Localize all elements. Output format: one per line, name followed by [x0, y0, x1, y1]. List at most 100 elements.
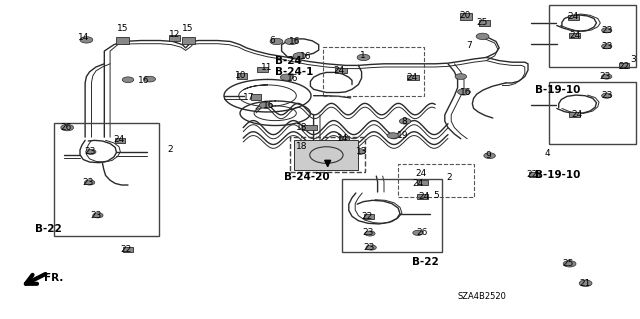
Text: 16: 16 — [287, 74, 298, 83]
Text: 22: 22 — [618, 62, 630, 70]
Text: 18: 18 — [296, 123, 308, 132]
Text: 25: 25 — [476, 19, 488, 27]
Bar — [169, 35, 180, 41]
Bar — [294, 140, 358, 170]
Text: 7: 7 — [467, 41, 472, 50]
Text: SZA4B2520: SZA4B2520 — [458, 292, 506, 300]
Bar — [257, 67, 268, 72]
Text: 24: 24 — [415, 169, 427, 178]
Bar — [323, 47, 424, 96]
Bar — [479, 20, 490, 26]
Text: B-24-20: B-24-20 — [284, 172, 330, 182]
Text: 24: 24 — [569, 31, 580, 40]
Circle shape — [280, 74, 293, 80]
Bar — [54, 123, 159, 236]
Bar — [364, 214, 374, 219]
Bar — [569, 33, 580, 38]
Text: 5: 5 — [434, 191, 439, 200]
Text: 24: 24 — [113, 135, 125, 144]
Text: 13: 13 — [356, 147, 367, 156]
Text: B-24: B-24 — [275, 56, 302, 66]
Circle shape — [285, 38, 298, 45]
Bar — [398, 164, 474, 197]
Bar — [302, 144, 317, 150]
Circle shape — [602, 93, 612, 98]
Circle shape — [354, 149, 365, 154]
Bar — [290, 137, 365, 172]
Text: 23: 23 — [599, 72, 611, 81]
Text: 22: 22 — [362, 212, 373, 221]
Text: 9: 9 — [486, 151, 491, 160]
Circle shape — [357, 54, 370, 61]
Circle shape — [458, 89, 470, 95]
Bar — [417, 194, 428, 199]
Bar — [342, 179, 442, 252]
Circle shape — [413, 230, 423, 235]
Bar — [123, 247, 133, 252]
Text: 24: 24 — [571, 110, 582, 119]
Bar — [569, 112, 580, 117]
Circle shape — [144, 76, 156, 82]
Circle shape — [259, 102, 272, 108]
Bar — [116, 37, 129, 44]
Circle shape — [579, 280, 592, 286]
Circle shape — [476, 33, 489, 40]
Circle shape — [602, 74, 612, 79]
Text: FR.: FR. — [44, 272, 63, 283]
Text: 23: 23 — [364, 243, 375, 252]
Text: 19: 19 — [397, 131, 408, 140]
Text: 3: 3 — [630, 55, 636, 63]
Text: 22: 22 — [526, 170, 538, 179]
Bar — [251, 94, 261, 100]
Bar — [182, 37, 195, 44]
Circle shape — [365, 231, 375, 236]
Text: 26: 26 — [60, 123, 72, 132]
Circle shape — [399, 118, 411, 124]
Text: 14: 14 — [337, 134, 349, 143]
Bar — [549, 5, 636, 67]
Circle shape — [84, 180, 95, 185]
Bar — [407, 75, 419, 80]
Circle shape — [387, 133, 399, 138]
Circle shape — [122, 77, 134, 83]
Text: 20: 20 — [459, 11, 470, 20]
Text: 2: 2 — [446, 173, 452, 182]
Bar — [549, 82, 636, 144]
Text: 12: 12 — [169, 30, 180, 39]
Text: 16: 16 — [138, 76, 149, 85]
Text: 17: 17 — [243, 93, 255, 102]
Text: 22: 22 — [120, 245, 132, 254]
Text: 2: 2 — [168, 145, 173, 154]
Circle shape — [602, 44, 612, 49]
Text: 23: 23 — [362, 228, 374, 237]
Text: 15: 15 — [117, 24, 129, 33]
Text: B-24-1: B-24-1 — [275, 67, 314, 77]
Circle shape — [455, 74, 467, 79]
Circle shape — [86, 149, 96, 154]
Text: 11: 11 — [261, 63, 273, 72]
Text: 10: 10 — [235, 71, 246, 80]
Circle shape — [93, 213, 103, 218]
Text: 16: 16 — [289, 37, 301, 46]
Bar — [237, 73, 247, 79]
Text: 26: 26 — [416, 228, 428, 237]
Circle shape — [602, 28, 612, 33]
Text: B-22: B-22 — [35, 224, 61, 234]
Text: 24: 24 — [568, 12, 579, 21]
Bar — [619, 63, 629, 68]
Circle shape — [61, 124, 74, 131]
Text: 23: 23 — [601, 26, 612, 35]
Text: B-19-10: B-19-10 — [535, 85, 580, 95]
Circle shape — [366, 245, 376, 250]
Text: 18: 18 — [296, 142, 307, 151]
Text: 4: 4 — [545, 149, 550, 158]
Text: 16: 16 — [263, 101, 275, 110]
Text: 23: 23 — [601, 91, 612, 100]
Bar — [115, 138, 125, 143]
Text: 16: 16 — [460, 88, 471, 97]
Bar — [339, 136, 349, 142]
Bar — [302, 125, 317, 130]
Text: 24: 24 — [406, 73, 417, 82]
Text: B-19-10: B-19-10 — [535, 170, 580, 181]
Text: 14: 14 — [77, 33, 89, 41]
